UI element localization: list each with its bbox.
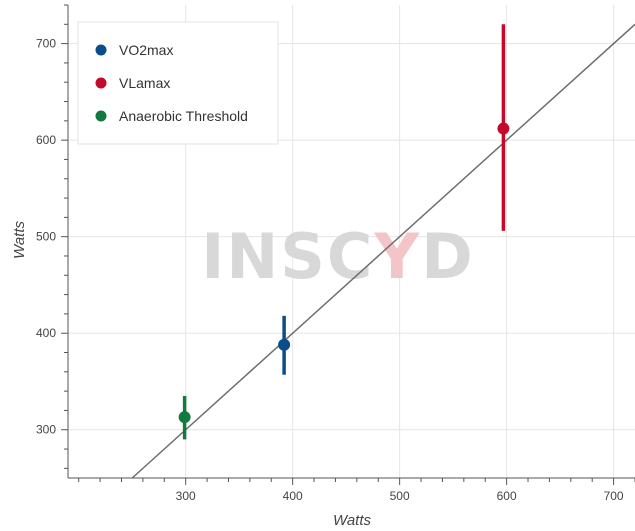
watermark: INSCYD [201, 220, 475, 293]
y-tick-label: 600 [36, 133, 56, 147]
grid [68, 5, 635, 478]
y-tick-label: 400 [36, 326, 56, 340]
y-tick-label: 700 [36, 37, 56, 51]
watermark-letter: I [201, 220, 226, 293]
x-axis-title: Watts [333, 512, 372, 529]
legend-label-vlamax: VLamax [119, 75, 170, 91]
watermark-letter: Y [373, 220, 421, 293]
vlamax-point [497, 122, 510, 135]
x-tick-label: 300 [176, 489, 196, 503]
legend: VO2max VLamax Anaerobic Threshold [77, 21, 279, 145]
y-tick-label: 300 [36, 423, 56, 437]
axes: 300 400 500 600 700 300 400 500 600 700 [36, 4, 635, 503]
watermark-text: INSCYD [201, 220, 475, 293]
vo2max-point [278, 338, 291, 351]
x-tick-label: 400 [283, 489, 303, 503]
legend-label-vo2max: VO2max [119, 42, 173, 58]
watermark-letter: C [327, 220, 375, 293]
y-axis-title: Watts [11, 220, 28, 259]
watermark-letter: D [421, 220, 474, 293]
anaerobic-threshold-point [178, 411, 191, 424]
watermark-letter: N [226, 220, 280, 293]
data-marks [178, 24, 510, 440]
watermark-letter: S [280, 220, 327, 293]
y-tick-label: 500 [36, 230, 56, 244]
legend-box [77, 21, 279, 145]
legend-marker-vo2max [95, 44, 107, 56]
x-tick-label: 700 [604, 489, 624, 503]
identity-reference-line [131, 23, 635, 479]
legend-marker-anaerobic-threshold [95, 110, 107, 122]
legend-marker-vlamax [95, 77, 107, 89]
x-tick-label: 600 [497, 489, 517, 503]
x-tick-label: 500 [390, 489, 410, 503]
legend-label-anaerobic-threshold: Anaerobic Threshold [119, 108, 248, 124]
